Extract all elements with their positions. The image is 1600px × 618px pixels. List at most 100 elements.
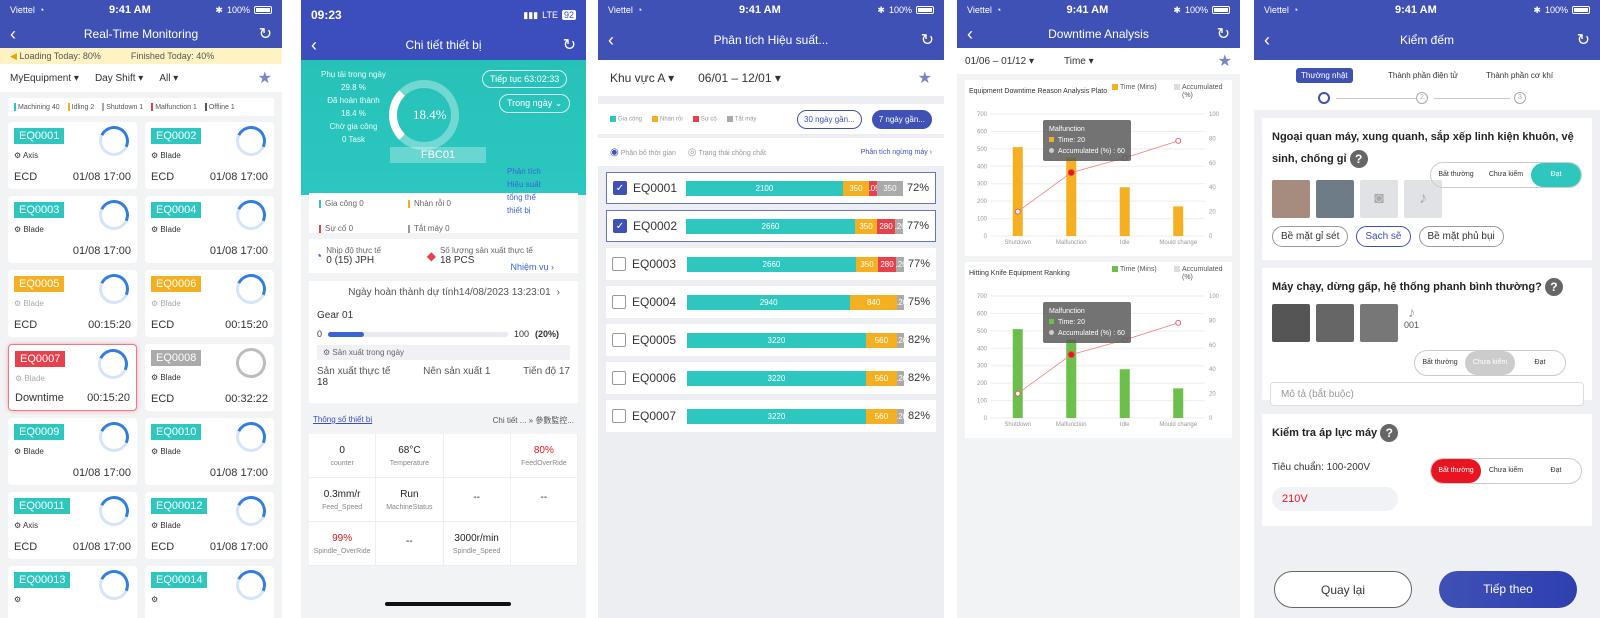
eta-row[interactable]: Ngày hoàn thành dự tính 14/08/2023 13:23:… (317, 287, 570, 298)
analysis-tabs: ◉ Phân bổ thời gian ◎ Trạng thái chồng c… (598, 138, 944, 166)
refresh-icon[interactable]: ↻ (920, 32, 934, 49)
result-toggle-3[interactable]: Bất thường Chưa kiểm Đạt (1430, 458, 1582, 484)
row-checkbox[interactable] (612, 409, 626, 423)
photo-thumb[interactable] (1272, 180, 1310, 218)
equipment-card[interactable]: EQ0002 ⚙ Blade ECD 01/08 17:00 (145, 121, 274, 189)
filter-shift[interactable]: Day Shift ▾ (94, 72, 144, 84)
tab-stop-analysis[interactable]: Phân tích ngừng máy › (860, 148, 932, 156)
next-button[interactable]: Tiếp theo (1439, 571, 1577, 608)
star-icon[interactable]: ★ (1217, 53, 1232, 70)
opt-ok[interactable]: Đạt (1550, 467, 1562, 474)
dimension-dropdown[interactable]: Time ▾ (1063, 55, 1094, 67)
defect-tag[interactable]: Sạch sẽ (1356, 226, 1411, 247)
status-legend: Machining 40 Idling 2 Shutdown 1 Malfunctio… (8, 98, 274, 116)
help-icon[interactable]: ? (1380, 424, 1399, 443)
defect-tag[interactable]: Bề mặt gỉ sét (1272, 226, 1349, 247)
tooltip-acc-text: Accumulated (%) : 60 (1058, 330, 1125, 337)
back-icon[interactable]: ‹ (311, 35, 317, 55)
filter-equipment[interactable]: MyEquipment ▾ (10, 72, 79, 84)
opt-unchecked[interactable]: Chưa kiểm (1465, 351, 1515, 375)
star-icon[interactable]: ★ (257, 70, 272, 87)
back-icon[interactable]: ‹ (967, 24, 973, 44)
equipment-row[interactable]: EQ0004 294084012675% (606, 286, 936, 318)
equipment-card[interactable]: EQ0003 ⚙ Blade 01/08 17:00 (8, 195, 137, 263)
equipment-card[interactable]: EQ0001 ⚙ Axis ECD 01/08 17:00 (8, 121, 137, 189)
defect-tag[interactable]: Bề mặt phủ bụi (1418, 226, 1504, 247)
opt-ok[interactable]: Đạt (1534, 359, 1546, 366)
refresh-icon[interactable]: ↻ (562, 37, 576, 54)
continue-timer[interactable]: Tiếp tục 63:02:33 (482, 70, 568, 88)
equipment-card[interactable]: EQ0004 ⚙ Blade 01/08 17:00 (145, 195, 274, 263)
back-icon[interactable]: ‹ (10, 24, 16, 44)
task-link[interactable]: Nhiệm vụ › (510, 262, 554, 272)
row-checkbox[interactable]: ✓ (613, 219, 627, 233)
row-checkbox[interactable]: ✓ (613, 181, 627, 195)
equipment-row[interactable]: EQ0006 322056012682% (606, 362, 936, 394)
tab-time-label: Phân bổ thời gian (620, 149, 676, 157)
equipment-row[interactable]: ✓EQ0001210035010535072% (606, 172, 936, 204)
camera-icon[interactable]: ◙ (1360, 180, 1398, 218)
opt-abnormal[interactable]: Bất thường (1431, 459, 1481, 483)
chip-30-days[interactable]: 30 ngày gần... (797, 109, 862, 129)
back-icon[interactable]: ‹ (608, 30, 614, 50)
card-status: ECD (14, 541, 38, 553)
step-3-label[interactable]: Thành phần cơ khí (1486, 71, 1554, 80)
photo-thumb[interactable] (1316, 304, 1354, 342)
help-icon[interactable]: ? (1349, 150, 1368, 169)
equipment-card[interactable]: EQ0007 ⚙ Blade Downtime 00:15:20 (8, 344, 137, 411)
equipment-card[interactable]: EQ00011 ⚙ Axis ECD 01/08 17:00 (8, 491, 137, 559)
equipment-row[interactable]: EQ0003 266035028012677% (606, 248, 936, 280)
refresh-icon[interactable]: ↻ (258, 26, 272, 43)
star-icon[interactable]: ★ (917, 70, 932, 87)
audio-clip[interactable]: ♪ 001 (1404, 304, 1419, 330)
measured-value-input[interactable]: 210V (1272, 487, 1398, 511)
tab-params[interactable]: Thông số thiết bị (313, 415, 373, 424)
result-toggle-1[interactable]: Bất thường Chưa kiểm Đạt (1430, 162, 1582, 188)
equipment-card[interactable]: EQ00014 ⚙ (145, 565, 274, 618)
row-checkbox[interactable] (612, 371, 626, 385)
equipment-card[interactable]: EQ0005 ⚙ Blade ECD 00:15:20 (8, 269, 137, 337)
tab-detail[interactable]: Chi tiết ... (492, 416, 527, 425)
equipment-card[interactable]: EQ0009 ⚙ Blade 01/08 17:00 (8, 417, 137, 485)
chip-7-days[interactable]: 7 ngày gần... (871, 109, 932, 129)
equipment-card[interactable]: EQ00012 ⚙ Blade ECD 01/08 17:00 (145, 491, 274, 559)
date-dropdown[interactable]: 06/01 – 12/01 ▾ (698, 71, 781, 85)
equipment-row[interactable]: ✓ EQ0002 266035028012677% (606, 210, 936, 242)
result-toggle-2[interactable]: Bất thường Chưa kiểm Đạt (1414, 350, 1566, 376)
opt-ok[interactable]: Đạt (1531, 163, 1581, 187)
photo-thumb[interactable] (1316, 180, 1354, 218)
equipment-card[interactable]: EQ00013 ⚙ (8, 565, 137, 618)
tab-time-distribution[interactable]: ◉ Phân bổ thời gian (610, 147, 676, 158)
back-icon[interactable]: ‹ (1264, 30, 1270, 50)
step-2-label[interactable]: Thành phần điện tử (1388, 71, 1458, 80)
overall-analysis-link[interactable]: Phân tích Hiệu suất tổng thể thiết bị (507, 165, 541, 217)
equipment-card[interactable]: EQ0006 ⚙ Blade ECD 00:15:20 (145, 269, 274, 337)
opt-abnormal[interactable]: Bất thường (1438, 171, 1474, 178)
photo-thumb[interactable] (1272, 304, 1310, 342)
equipment-row[interactable]: EQ0005 322056012682% (606, 324, 936, 356)
equipment-card[interactable]: EQ0010 ⚙ Blade 01/08 17:00 (145, 417, 274, 485)
page-title: Downtime Analysis (1048, 27, 1149, 41)
area-dropdown[interactable]: Khu vực A ▾ (610, 71, 675, 85)
tab-monitor[interactable]: 參數監控... (535, 416, 574, 425)
step-1-label[interactable]: Thường nhật (1296, 68, 1353, 83)
row-checkbox[interactable] (612, 295, 626, 309)
filter-all[interactable]: All ▾ (159, 72, 179, 84)
range-dropdown[interactable]: Trong ngày ⌄ (499, 94, 571, 113)
row-checkbox[interactable] (612, 257, 626, 271)
date-dropdown[interactable]: 01/06 – 01/12 ▾ (965, 55, 1034, 67)
refresh-icon[interactable]: ↻ (1576, 32, 1590, 49)
opt-unchecked[interactable]: Chưa kiểm (1488, 171, 1524, 178)
equipment-row[interactable]: EQ0007 322056012682% (606, 400, 936, 432)
equipment-card[interactable]: EQ0008 ⚙ Blade ECD 00:32:22 (145, 343, 274, 411)
help-icon[interactable]: ? (1544, 278, 1563, 297)
refresh-icon[interactable]: ↻ (1216, 26, 1230, 43)
card-time: 01/08 17:00 (72, 171, 131, 183)
back-button[interactable]: Quay lại (1274, 571, 1412, 608)
tab-state-stack[interactable]: ◎ Trạng thái chồng chất (688, 147, 766, 158)
opt-unchecked[interactable]: Chưa kiểm (1488, 467, 1524, 474)
description-input[interactable]: Mô tả (bắt buộc) (1270, 382, 1584, 406)
opt-abnormal[interactable]: Bất thường (1422, 359, 1458, 366)
photo-thumb[interactable] (1360, 304, 1398, 342)
row-checkbox[interactable] (612, 333, 626, 347)
